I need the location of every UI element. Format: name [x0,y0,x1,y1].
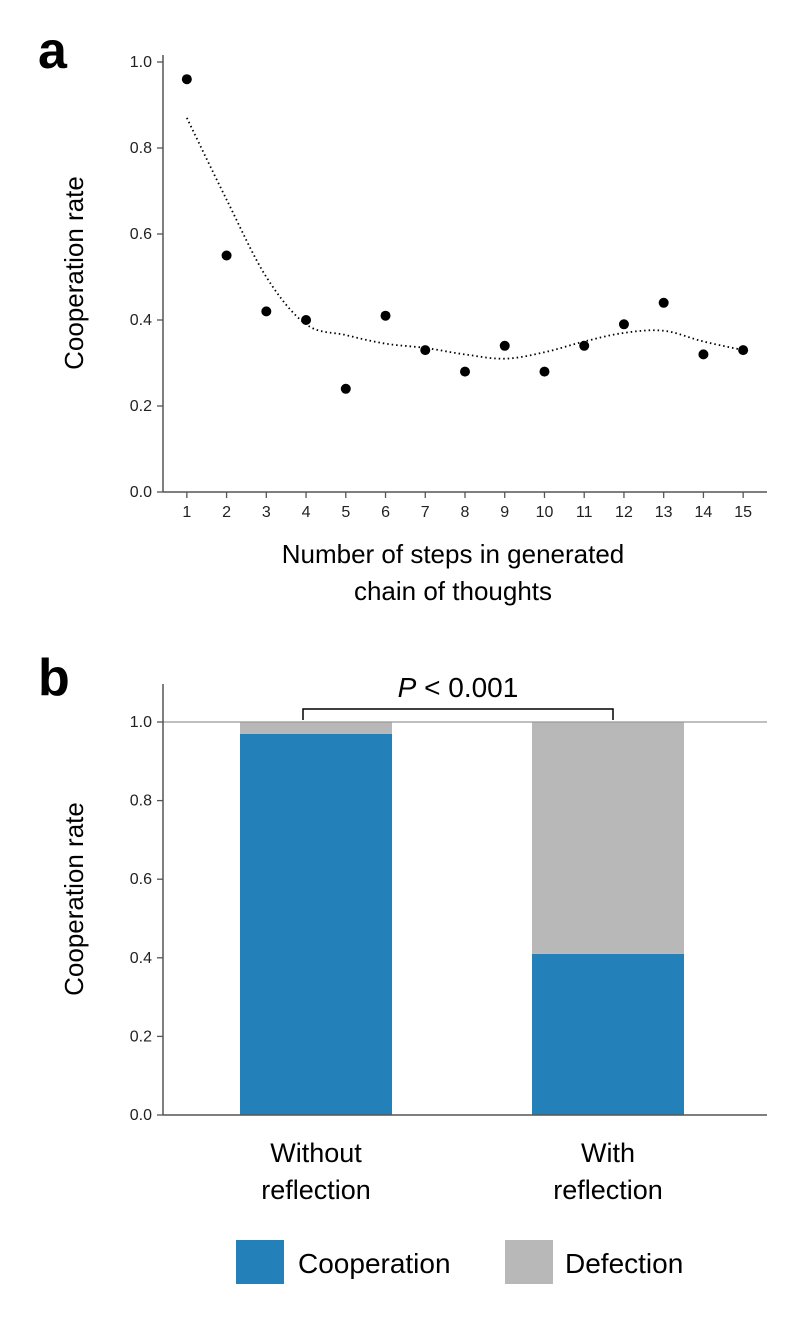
panel-a-y-tick-label: 0.6 [130,226,152,243]
panel-a-y-tick-label: 1.0 [130,54,152,71]
data-point [579,340,590,351]
panel-a-x-tick-label: 8 [461,504,470,521]
data-point [658,297,669,308]
legend-swatch-cooperation [236,1240,284,1284]
panel-a-trend-line [186,117,744,360]
bar-cooperation [532,953,684,1115]
panel-b: b 0.0 0.2 0.4 0.6 0.8 1.0 P < 0.001 Cooperati… [38,649,767,1284]
panel-a: a 0.00.20.40.60.81.0 1 2 3 4 5 6 7 8 9 10 11 12 13 14… [38,22,767,606]
data-point [340,383,351,394]
panel-a-x-tick-label: 11 [576,504,593,521]
panel-a-x-tick-label: 5 [341,504,350,521]
panel-a-x-tick-label: 1 [182,504,191,521]
panel-b-y-ticks: 0.0 0.2 0.4 0.6 0.8 1.0 [130,714,163,1124]
data-point [380,310,391,321]
panel-a-points [181,74,749,394]
legend: Cooperation Defection [236,1240,683,1284]
p-value-annotation: P < 0.001 [398,672,519,703]
panel-a-x-tick-label: 3 [262,504,271,521]
data-point [301,315,312,325]
panel-a-x-tick-label: 2 [222,504,231,521]
data-point [539,366,550,377]
panel-a-x-tick-label: 10 [536,504,554,521]
category-label-with-line-2: reflection [553,1175,663,1205]
legend-label-cooperation: Cooperation [298,1248,451,1279]
panel-a-y-tick-label: 0.2 [130,398,152,415]
data-point [221,250,232,261]
significance-bracket [302,708,614,720]
panel-a-y-axis-title: Cooperation rate [59,176,89,370]
panel-a-x-ticks: 1 2 3 4 5 6 7 8 9 10 11 12 13 14 15 [182,492,752,521]
bar-cooperation [240,733,392,1115]
panel-b-y-tick-label: 0.2 [130,1028,152,1045]
bar-defection [532,722,684,954]
panel-a-x-tick-label: 12 [615,504,633,521]
legend-label-defection: Defection [565,1248,683,1279]
panel-b-y-axis-title: Cooperation rate [59,802,89,996]
panel-a-x-axis-title-line-1: Number of steps in generated [282,539,625,569]
panel-b-label: b [38,649,70,707]
panel-a-x-tick-label: 4 [302,504,311,521]
p-value-symbol: P [398,672,417,703]
panel-a-x-axis-title-line-2: chain of thoughts [354,576,552,606]
category-label-with-line-1: With [581,1138,635,1168]
data-point [420,345,431,356]
data-point [181,74,192,85]
category-label-without-line-1: Without [270,1138,362,1168]
panel-a-x-tick-label: 14 [695,504,713,521]
panel-b-bars [240,722,684,1115]
panel-a-label: a [38,22,68,80]
panel-a-x-tick-label: 6 [381,504,390,521]
data-point [698,349,709,360]
panel-b-y-tick-label: 0.6 [130,871,152,888]
bar-defection [240,722,392,734]
p-value-text: < 0.001 [416,672,518,703]
panel-b-y-tick-label: 0.4 [130,950,152,967]
data-point [738,345,749,356]
category-label-without-line-2: reflection [261,1175,371,1205]
data-point [499,340,510,351]
panel-a-x-tick-label: 7 [421,504,430,521]
legend-swatch-defection [505,1240,553,1284]
panel-a-y-ticks: 0.0 0.2 0.4 0.6 0.8 1.0 [130,54,163,501]
panel-a-x-tick-label: 13 [655,504,673,521]
data-point [618,319,629,330]
panel-a-y-tick-label: 0.0 [130,484,152,501]
panel-a-x-tick-label: 9 [500,504,509,521]
panel-a-y-tick-label: 0.4 [130,312,152,329]
panel-b-y-tick-label: 1.0 [130,714,152,731]
panel-a-x-tick-label: 15 [734,504,752,521]
data-point [261,306,272,317]
panel-a-y-tick-label: 0.8 [130,140,152,157]
panel-b-y-tick-label: 0.8 [130,793,152,810]
data-point [460,366,470,377]
panel-b-y-tick-label: 0.0 [130,1107,152,1124]
